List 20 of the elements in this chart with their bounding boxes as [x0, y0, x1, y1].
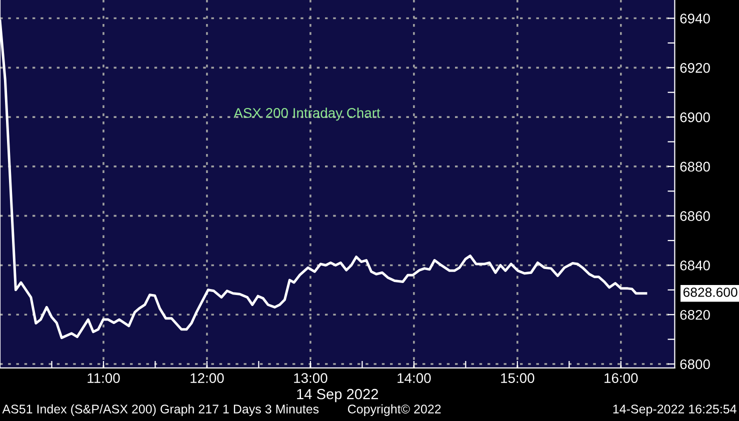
y-tick-label: 6880: [680, 162, 710, 172]
y-tick-label: 6860: [680, 211, 710, 222]
y-tick-label: 6820: [680, 310, 710, 320]
y-tick-label: 6800: [680, 359, 710, 370]
x-tick-label: 16:00: [604, 373, 638, 384]
x-tick-label: 15:00: [501, 373, 534, 384]
y-tick-label: 6920: [680, 63, 710, 73]
x-axis-title: 14 Sep 2022: [297, 388, 378, 402]
text: Copyright© 2022: [348, 404, 441, 416]
x-tick-label: 14:00: [398, 373, 431, 384]
text: ASX 200 Intraday Chart: [234, 108, 380, 121]
text: 6828.600: [683, 288, 738, 297]
y-tick-label: 6840: [680, 260, 710, 270]
text: AS51 Index (S&P/ASX 200) Graph 217 1 Days 3 Minutes: [2, 404, 319, 416]
y-tick-label: 6940: [680, 14, 710, 24]
y-tick-label: 6900: [680, 112, 710, 122]
x-tick-label: 13:00: [294, 373, 328, 384]
x-tick-label: 12:00: [190, 373, 224, 384]
text: 14-Sep-2022 16:25:54: [613, 404, 736, 416]
x-tick-label: 11:00: [88, 373, 120, 384]
